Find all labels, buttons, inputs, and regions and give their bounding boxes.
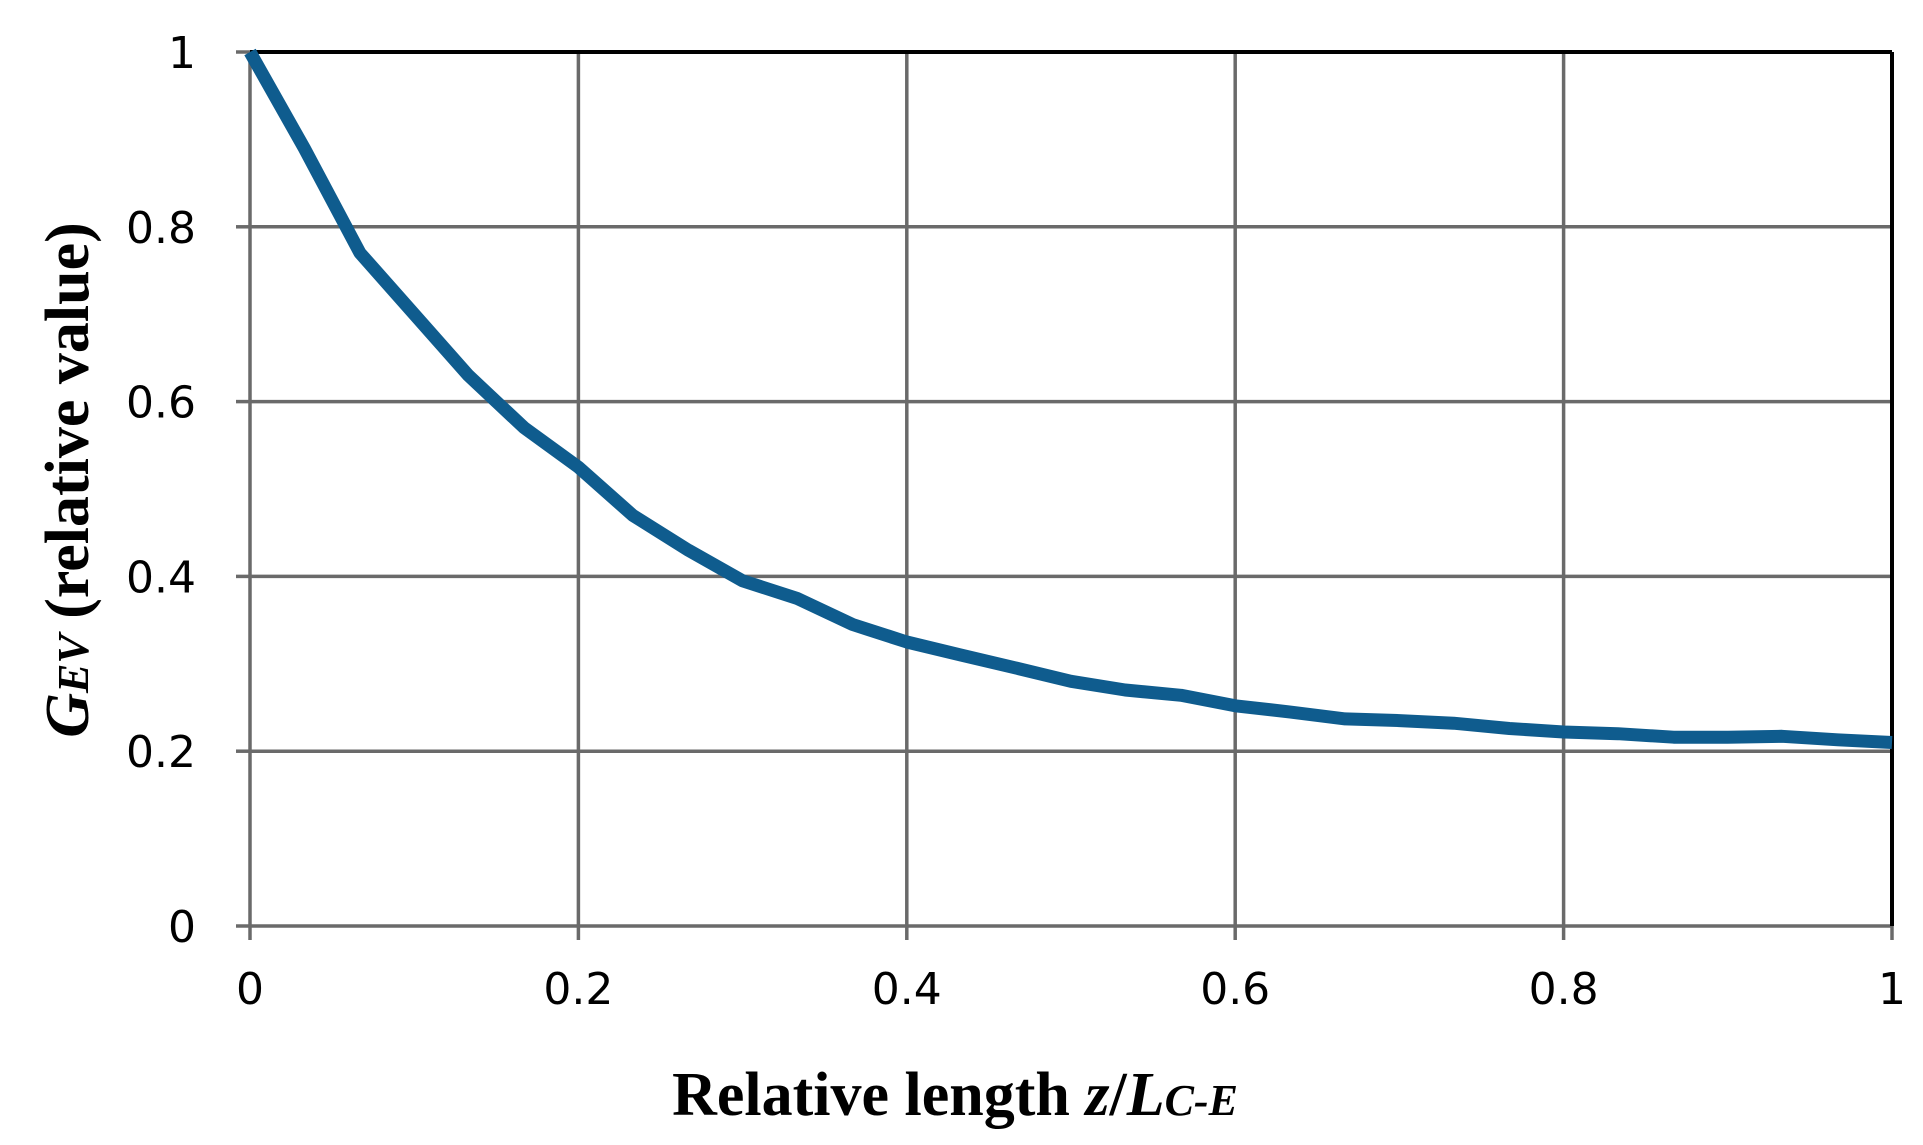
y-axis-title-subscript: EV (49, 631, 98, 694)
x-axis-title-prefix: Relative length (672, 1061, 1085, 1129)
y-tick-label: 0.8 (126, 203, 196, 254)
y-axis-title-var: G (34, 693, 102, 738)
x-axis-title-subscript: C-E (1165, 1076, 1238, 1125)
y-axis-title-suffix: (relative value) (34, 222, 102, 634)
x-tick-label: 0.8 (1529, 964, 1599, 1015)
x-tick-label: 0.4 (872, 964, 942, 1015)
series-line (244, 48, 1893, 749)
y-tick-label: 0.4 (126, 552, 196, 603)
x-tick-label: 1 (1878, 964, 1906, 1015)
plot-frame (248, 50, 1894, 928)
series-group (244, 48, 1893, 749)
x-axis-title-var2: L (1126, 1061, 1165, 1129)
x-tick-label: 0.2 (543, 964, 613, 1015)
grid-lines (250, 50, 1892, 926)
x-tick-label: 0.6 (1200, 964, 1270, 1015)
y-tick-label: 0 (168, 902, 196, 953)
y-tick-label: 0.2 (126, 727, 196, 778)
x-axis-title-var: z (1083, 1061, 1109, 1129)
x-tick-label: 0 (236, 964, 264, 1015)
y-axis-title: GEV (relative value) (34, 222, 102, 738)
x-axis-title: Relative length z/LC-E (672, 1061, 1238, 1129)
x-tick-labels: 0 0.2 0.4 0.6 0.8 1 (236, 964, 1906, 1015)
y-tick-label: 0.6 (126, 378, 196, 429)
tick-marks (236, 50, 1894, 940)
y-tick-labels: 0 0.2 0.4 0.6 0.8 1 (126, 28, 196, 953)
x-axis-title-sep: / (1108, 1061, 1127, 1129)
y-tick-label: 1 (168, 28, 196, 79)
